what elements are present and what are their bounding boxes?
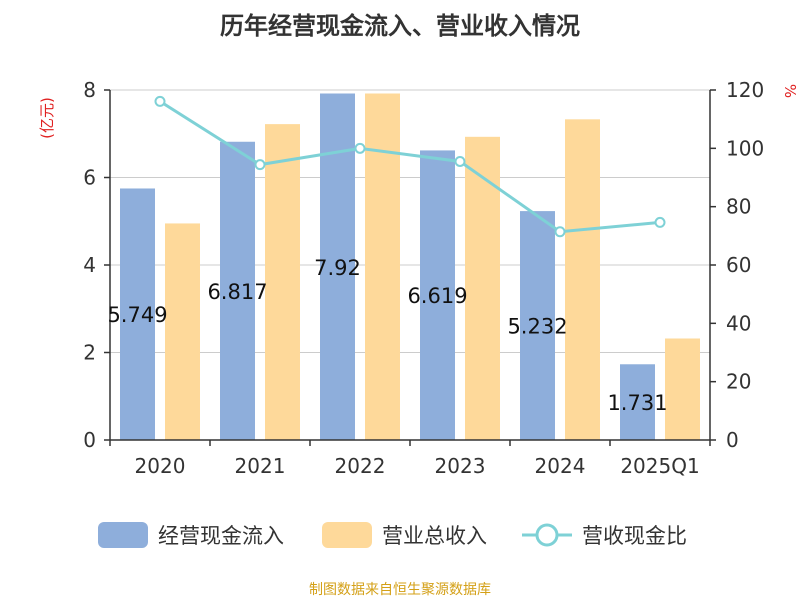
cash-inflow-bar [420, 150, 455, 440]
y-right-tick-label: 20 [726, 370, 751, 394]
source-note: 制图数据来自恒生聚源数据库 [309, 582, 491, 598]
y-left-tick-label: 8 [83, 78, 96, 102]
x-tick-label: 2021 [235, 454, 286, 478]
x-tick-label: 2024 [535, 454, 586, 478]
revenue-bar [665, 338, 700, 440]
ratio-point [354, 142, 366, 154]
cash-inflow-data-label: 1.731 [607, 391, 667, 415]
y-right-tick-label: 80 [726, 195, 751, 219]
y-left-tick-label: 2 [83, 341, 96, 365]
cash-inflow-bar [620, 364, 655, 440]
x-tick-label: 2025Q1 [620, 454, 699, 478]
cash-inflow-bar [220, 141, 255, 440]
ratio-point [154, 95, 166, 107]
legend-cash-inflow-swatch [98, 522, 148, 548]
y-left-tick-label: 0 [83, 428, 96, 452]
ratio-point [254, 159, 266, 171]
cash-inflow-data-label: 6.619 [407, 284, 467, 308]
legend-ratio-label: 营收现金比 [582, 524, 687, 548]
legend-ratio-swatch-marker [535, 523, 559, 547]
ratio-point [654, 216, 666, 228]
data-labels: 5.749 6.817 7.92 6.619 5.232 1.731 [107, 256, 667, 415]
cash-inflow-bar [520, 211, 555, 440]
revenue-bar [265, 124, 300, 440]
cash-inflow-bar [120, 188, 155, 440]
cash-inflow-data-label: 5.749 [107, 303, 167, 327]
cash-inflow-data-label: 5.232 [507, 315, 567, 339]
revenue-bar [165, 223, 200, 440]
cash-inflow-data-label: 6.817 [207, 280, 267, 304]
ratio-line [159, 100, 661, 234]
x-tick-label: 2023 [435, 454, 486, 478]
ratio-line-series [154, 95, 666, 238]
bar-series [120, 93, 700, 440]
ratio-point [554, 226, 566, 238]
revenue-bar [565, 119, 600, 440]
legend-revenue-label: 营业总收入 [382, 524, 487, 548]
y-right-tick-label: 120 [726, 78, 764, 102]
y-right-tick-label: 60 [726, 253, 751, 277]
x-tick-label: 2022 [335, 454, 386, 478]
grid-lines [110, 89, 710, 353]
legend[interactable]: 经营现金流入 营业总收入 营收现金比 [98, 522, 687, 548]
y-left-tick-label: 4 [83, 253, 96, 277]
revenue-bar [465, 136, 500, 440]
cash-inflow-data-label: 7.92 [314, 256, 361, 280]
revenue-bar [365, 93, 400, 440]
ratio-point [454, 155, 466, 167]
chart-title: 历年经营现金流入、营业收入情况 [220, 12, 580, 40]
y-right-tick-label: 100 [726, 136, 764, 160]
y-right-tick-label: 40 [726, 311, 751, 335]
y-left-tick-label: 6 [83, 166, 96, 190]
x-tick-label: 2020 [135, 454, 186, 478]
y-right-tick-label: 0 [726, 428, 739, 452]
y-left-unit: (亿元) [38, 97, 56, 139]
y-right-unit: % [781, 84, 799, 98]
legend-revenue-swatch [322, 522, 372, 548]
legend-cash-inflow-label: 经营现金流入 [158, 524, 284, 548]
